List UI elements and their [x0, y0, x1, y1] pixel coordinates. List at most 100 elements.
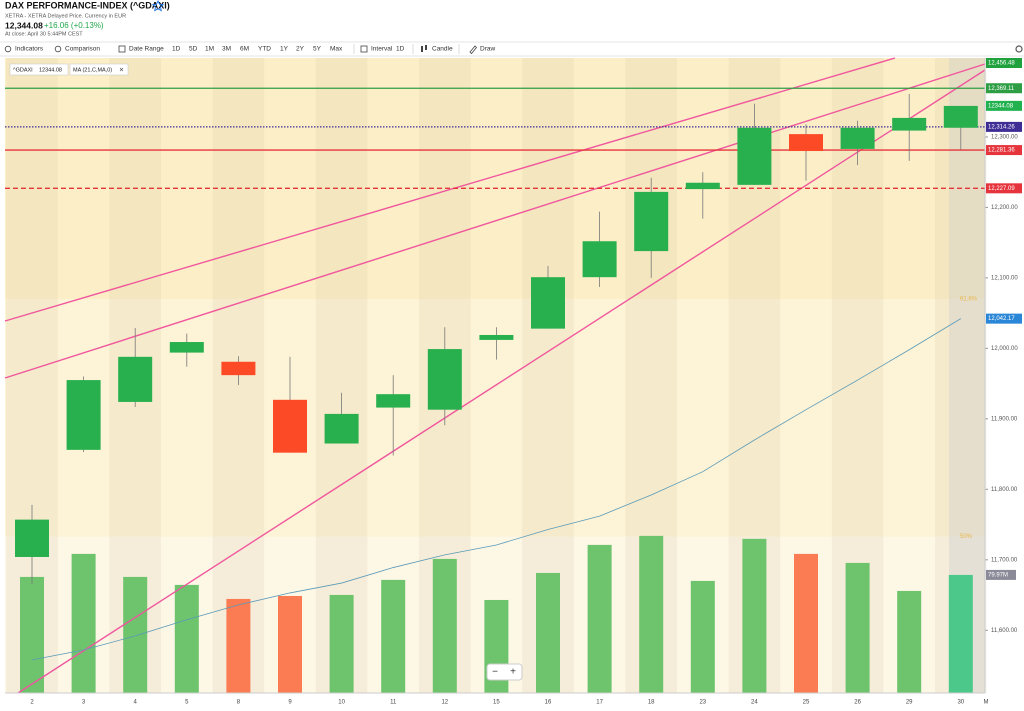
toolbar-button[interactable]: Interval	[371, 46, 393, 53]
x-tick-label: 10	[338, 700, 345, 706]
candle-body	[427, 349, 462, 410]
toolbar-button[interactable]: 5Y	[313, 46, 322, 53]
y-tick-label: 11,600.00	[991, 628, 1018, 634]
price-tag	[986, 83, 1022, 94]
toolbar-button[interactable]: Candle	[432, 46, 453, 53]
x-tick-label: 5	[185, 700, 189, 706]
legend-close[interactable]	[119, 67, 124, 72]
toolbar-button[interactable]: Draw	[480, 46, 495, 53]
candle-body	[118, 356, 153, 402]
y-tick-label: 11,800.00	[991, 487, 1018, 493]
candle-body	[634, 191, 669, 252]
legend-chip[interactable]	[69, 63, 129, 76]
volume-tag-label: 79.97M	[988, 572, 1008, 578]
volume-bar	[381, 579, 406, 693]
candle-body	[892, 117, 927, 131]
x-tick-label: 8	[237, 700, 241, 706]
zoom-button[interactable]: +	[510, 667, 516, 678]
toolbar-icon	[4, 45, 12, 53]
volume-bar	[845, 562, 870, 693]
toolbar-icon	[360, 45, 368, 53]
price: 12,344.08	[5, 20, 43, 30]
price-tag	[986, 183, 1022, 194]
price-tag	[986, 100, 1022, 111]
volume-bar	[742, 538, 767, 693]
legend-name: ^GDAXI	[13, 67, 33, 73]
candle-body	[840, 127, 875, 149]
volume-bar	[690, 580, 715, 693]
toolbar-button[interactable]: Comparison	[65, 46, 100, 53]
x-tick-label: 4	[134, 700, 138, 706]
candle-body	[531, 277, 565, 329]
toolbar-button[interactable]: Date Range	[129, 46, 164, 53]
x-tick-label: 17	[596, 700, 603, 706]
volume-bar	[536, 572, 560, 693]
toolbar-button[interactable]: YTD	[258, 46, 271, 53]
price-tag-label: 12,314.26	[988, 124, 1015, 130]
watchlist-star[interactable]	[151, 0, 165, 12]
price-change: +16.06 (+0.13%)	[44, 21, 104, 30]
price-tag-label: 12,042.17	[988, 316, 1015, 322]
price-tag-label: 12344.08	[988, 103, 1014, 109]
volume-bar	[794, 553, 818, 693]
price-tag	[986, 121, 1022, 132]
x-tick-label: 16	[545, 700, 552, 706]
x-tick-label: 9	[288, 700, 292, 706]
x-tick-label: 23	[699, 700, 706, 706]
plot: 61.8% 50% 11,600.00 11,700.00 11,800.00 11,90…	[4, 57, 1022, 706]
toolbar-button[interactable]: 1Y	[280, 46, 289, 53]
toolbar-button[interactable]: Indicators	[15, 46, 44, 53]
candle-body	[273, 399, 307, 453]
y-tick-label: 11,900.00	[991, 416, 1018, 422]
candle-body	[15, 519, 49, 557]
toolbar: Indicators Comparison Date Range 1D 5D 1M 3M 6M…	[4, 44, 495, 55]
candle-body	[324, 413, 359, 444]
toolbar-button[interactable]: 3M	[222, 46, 231, 53]
toolbar-icon	[118, 45, 126, 53]
zoom-button[interactable]: −	[492, 667, 498, 678]
toolbar-button[interactable]: Max	[330, 46, 343, 53]
subtitle: XETRA - XETRA Delayed Price. Currency in…	[5, 13, 126, 19]
settings-icon[interactable]	[1015, 45, 1023, 53]
x-tick-label: 24	[751, 700, 758, 706]
price-tag-label: 12,227.09	[988, 186, 1015, 192]
fib-zone	[5, 58, 985, 300]
candle-body	[789, 134, 823, 152]
volume-bar	[20, 576, 44, 693]
legend-chip	[9, 63, 69, 76]
price-tag-label: 12,369.11	[988, 86, 1015, 92]
toolbar-button[interactable]: 5D	[189, 46, 198, 53]
toolbar-button[interactable]: 6M	[240, 46, 249, 53]
trend-line	[4, 63, 986, 379]
y-tick-label: 12,000.00	[991, 346, 1018, 352]
y-tick-label: 11,700.00	[991, 557, 1018, 563]
candle-body	[685, 182, 720, 190]
x-tick-label: 3	[82, 700, 86, 706]
volume-bar	[174, 584, 199, 693]
candle-body	[221, 361, 256, 376]
candle-body	[376, 394, 411, 408]
price-tag	[986, 145, 1022, 156]
close-time: At close: April 30 5:44PM CEST	[5, 31, 83, 37]
candle-body	[737, 127, 772, 185]
trend-line	[17, 69, 986, 694]
x-tick-label: 25	[803, 700, 810, 706]
zoom-control	[486, 663, 523, 681]
toolbar-button[interactable]: 2Y	[296, 46, 305, 53]
toolbar-button[interactable]: 1M	[205, 46, 214, 53]
volume-bar	[123, 576, 148, 693]
x-tick-label: M	[984, 700, 989, 706]
x-tick-label: 26	[854, 700, 861, 706]
title: DAX PERFORMANCE-INDEX (^GDAXI)	[5, 0, 170, 10]
legend-name: MA (21,C,MA,0)	[73, 67, 112, 73]
toolbar-button[interactable]: 1D	[172, 46, 181, 53]
toolbar-button[interactable]: 1D	[396, 46, 405, 53]
price-tag	[986, 58, 1022, 68]
x-tick-label: 15	[493, 700, 500, 706]
y-tick-label: 12,200.00	[991, 205, 1018, 211]
candle-body	[943, 105, 978, 128]
price-tag-label: 12,281.36	[988, 148, 1015, 154]
x-tick-label: 12	[441, 700, 448, 706]
